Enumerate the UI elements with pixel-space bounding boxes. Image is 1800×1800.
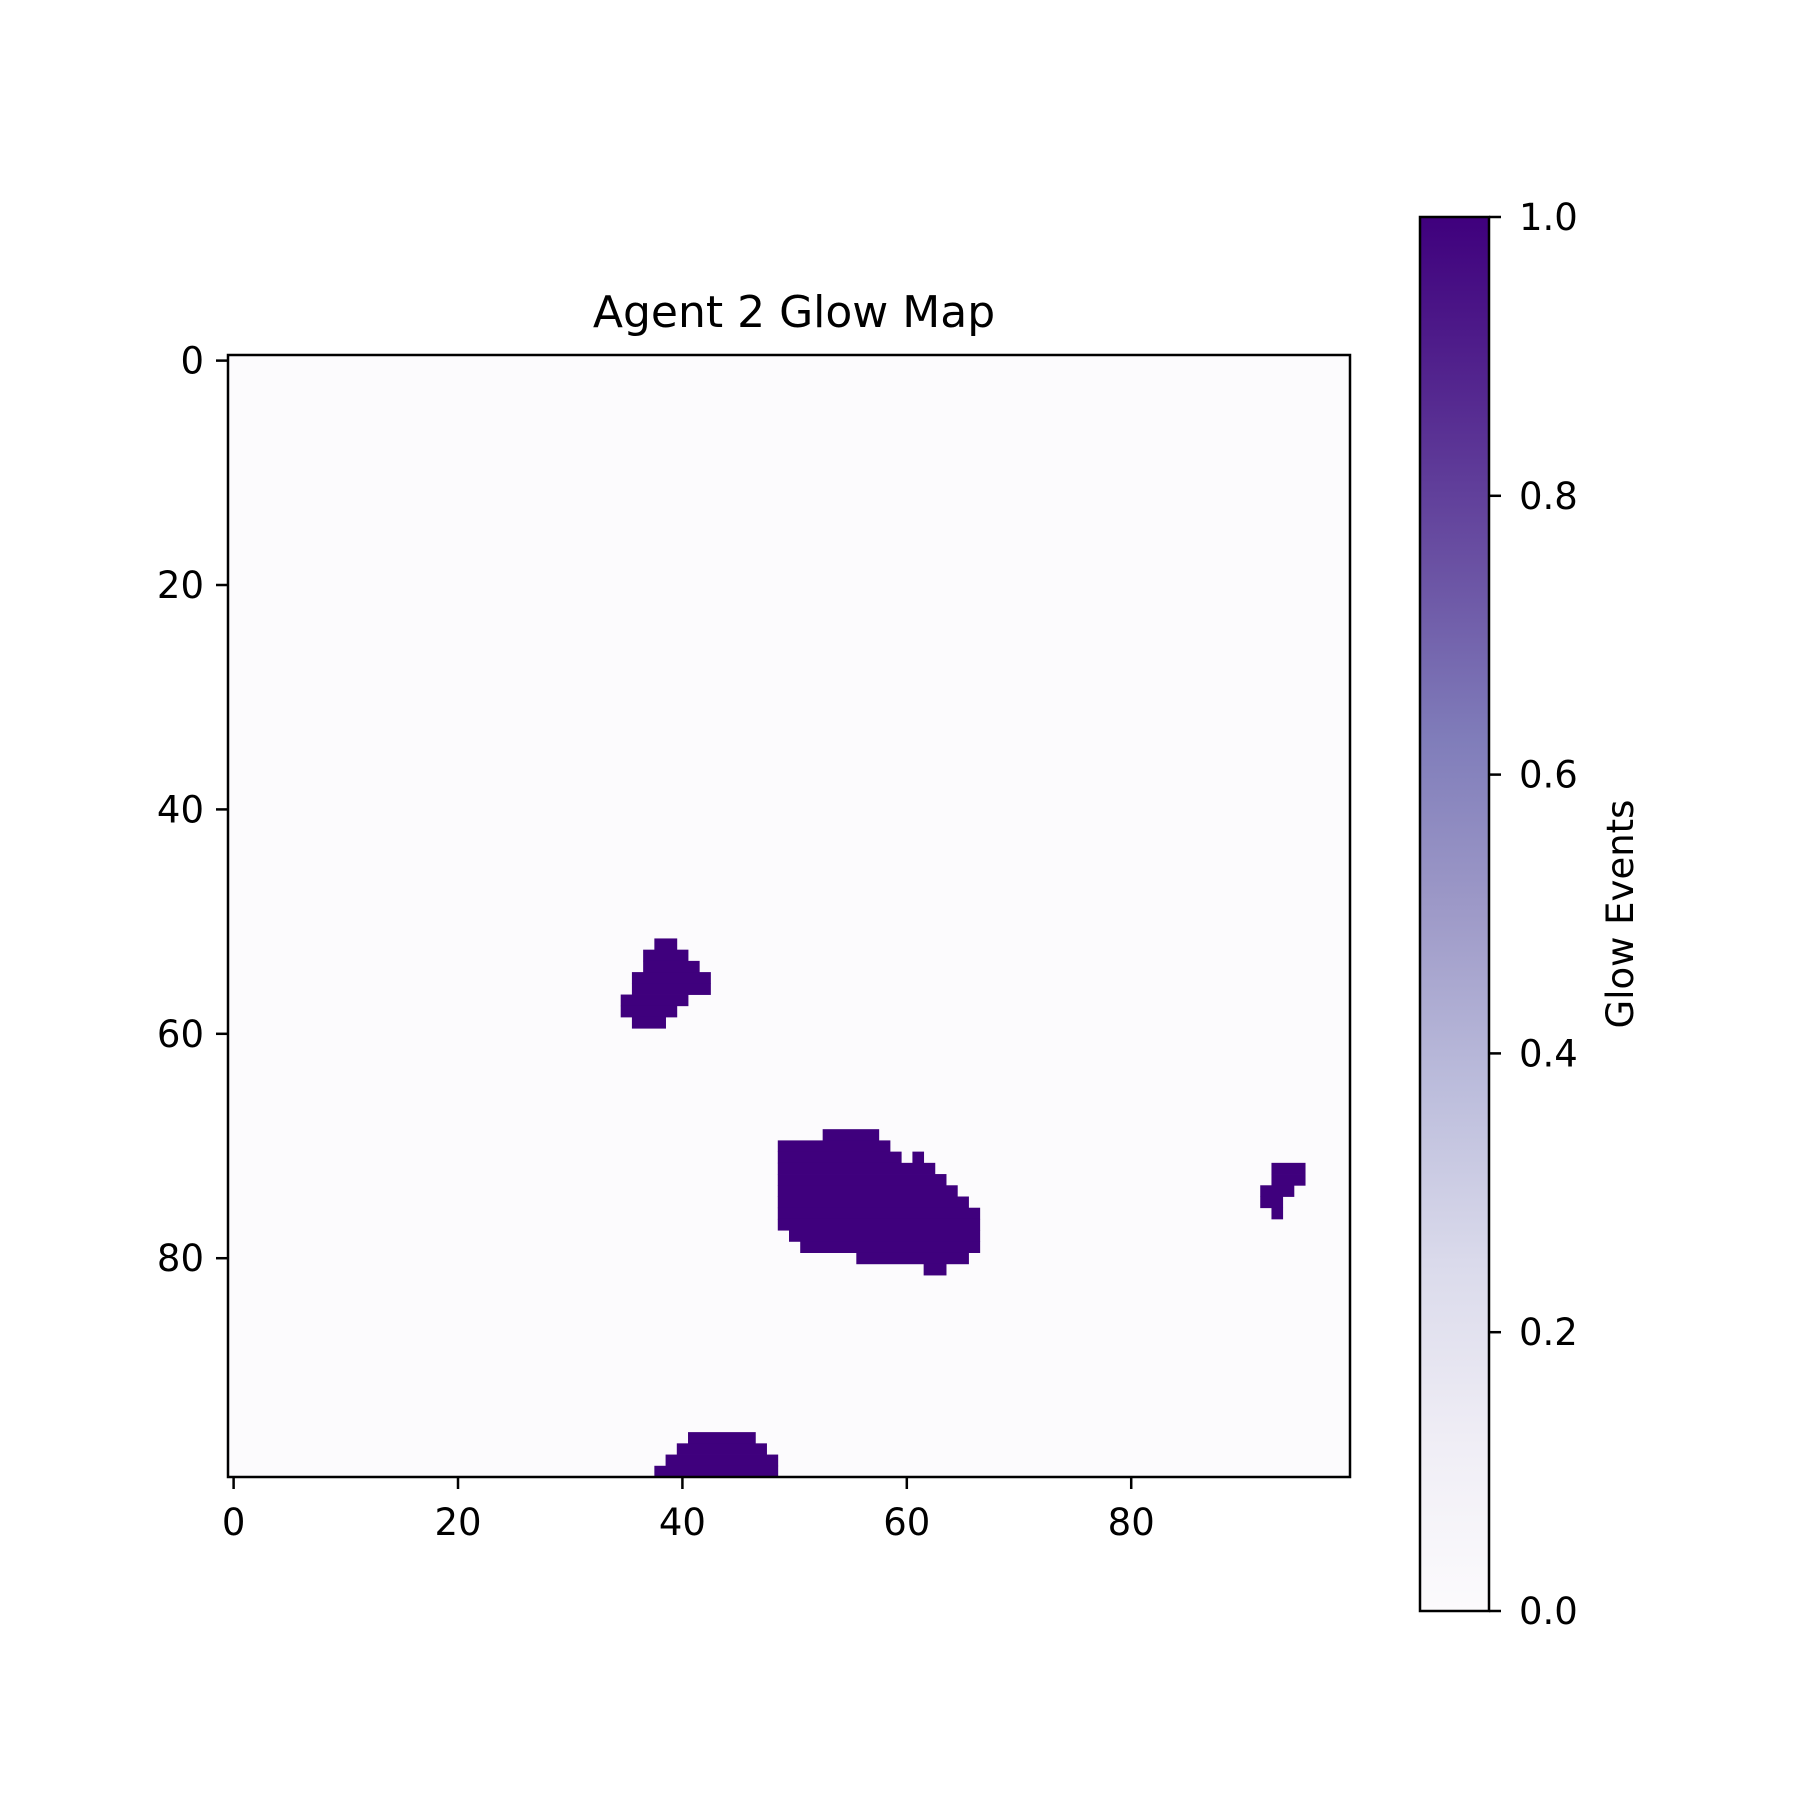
heatmap-cell-run bbox=[688, 1432, 756, 1444]
heatmap-cell-run bbox=[777, 1207, 981, 1220]
colorbar-tick-label: 1.0 bbox=[1519, 196, 1578, 239]
y-tick-label: 0 bbox=[180, 340, 204, 383]
heatmap-cell-run bbox=[789, 1230, 981, 1242]
heatmap-cell-run bbox=[777, 1196, 969, 1209]
chart-title: Agent 2 Glow Map bbox=[593, 287, 995, 338]
heatmap-cell-run bbox=[676, 1443, 767, 1455]
heatmap-cell-run bbox=[777, 1140, 891, 1153]
colorbar-tick-label: 0.6 bbox=[1519, 754, 1578, 797]
heatmap-cell-run bbox=[777, 1162, 936, 1175]
heatmap-cell-run bbox=[631, 972, 711, 984]
heatmap-cell-run bbox=[1260, 1185, 1295, 1197]
heatmap-cell-run bbox=[665, 1454, 779, 1467]
heatmap-cells bbox=[620, 938, 1306, 1478]
heatmap-background bbox=[228, 355, 1350, 1477]
colorbar-label: Glow Events bbox=[1599, 800, 1642, 1029]
y-tick-label: 60 bbox=[157, 1013, 204, 1056]
heatmap-cell-run bbox=[654, 1465, 779, 1478]
heatmap-cell-run bbox=[777, 1218, 981, 1231]
colorbar-tick-label: 0.2 bbox=[1519, 1311, 1578, 1354]
heatmap-cell-run bbox=[620, 994, 689, 1007]
heatmap-cell-run bbox=[643, 960, 700, 973]
heatmap-cell-run bbox=[620, 1005, 678, 1018]
heatmap-cell-run bbox=[1271, 1162, 1306, 1175]
colorbar-ticks: 0.0 0.2 0.4 0.6 0.8 1.0 bbox=[1489, 196, 1578, 1633]
colorbar-gradient bbox=[1418, 215, 1491, 1613]
colorbar-tick-label: 0.0 bbox=[1519, 1590, 1578, 1633]
x-tick-label: 20 bbox=[434, 1501, 481, 1544]
heatmap-cell-run bbox=[923, 1263, 947, 1276]
heatmap-cell-run bbox=[856, 1252, 969, 1265]
heatmap-cell-run bbox=[777, 1174, 947, 1186]
x-tick-label: 80 bbox=[1108, 1501, 1155, 1544]
x-tick-label: 60 bbox=[883, 1501, 930, 1544]
heatmap-cell-run bbox=[800, 1241, 981, 1253]
colorbar: 0.0 0.2 0.4 0.6 0.8 1.0 Glow Events bbox=[1418, 196, 1642, 1633]
x-tick-label: 40 bbox=[659, 1501, 706, 1544]
heatmap-cell-run bbox=[654, 938, 678, 951]
heatmap-cell-run bbox=[1271, 1207, 1284, 1220]
heatmap-cell-run bbox=[777, 1185, 958, 1197]
y-tick-label: 40 bbox=[157, 788, 204, 831]
heatmap-cell-run bbox=[643, 949, 689, 962]
heatmap-cell-run bbox=[912, 1151, 925, 1164]
x-tick-label: 0 bbox=[222, 1501, 246, 1544]
y-axis: 0 20 40 60 80 bbox=[157, 340, 228, 1280]
heatmap-cell-run bbox=[631, 1016, 666, 1029]
y-tick-label: 80 bbox=[157, 1237, 204, 1280]
heatmap-cell-run bbox=[1260, 1196, 1284, 1209]
y-tick-label: 20 bbox=[157, 564, 204, 607]
heatmap-cell-run bbox=[1271, 1174, 1306, 1186]
plot-frame bbox=[226, 353, 1352, 1479]
heatmap-cell-run bbox=[777, 1151, 902, 1164]
x-axis: 0 20 40 60 80 bbox=[222, 1477, 1155, 1544]
heatmap-cell-run bbox=[631, 983, 711, 995]
colorbar-tick-label: 0.4 bbox=[1519, 1032, 1578, 1075]
heatmap-cell-run bbox=[822, 1129, 880, 1141]
colorbar-tick-label: 0.8 bbox=[1519, 475, 1578, 518]
heatmap-plot-area bbox=[226, 353, 1352, 1479]
